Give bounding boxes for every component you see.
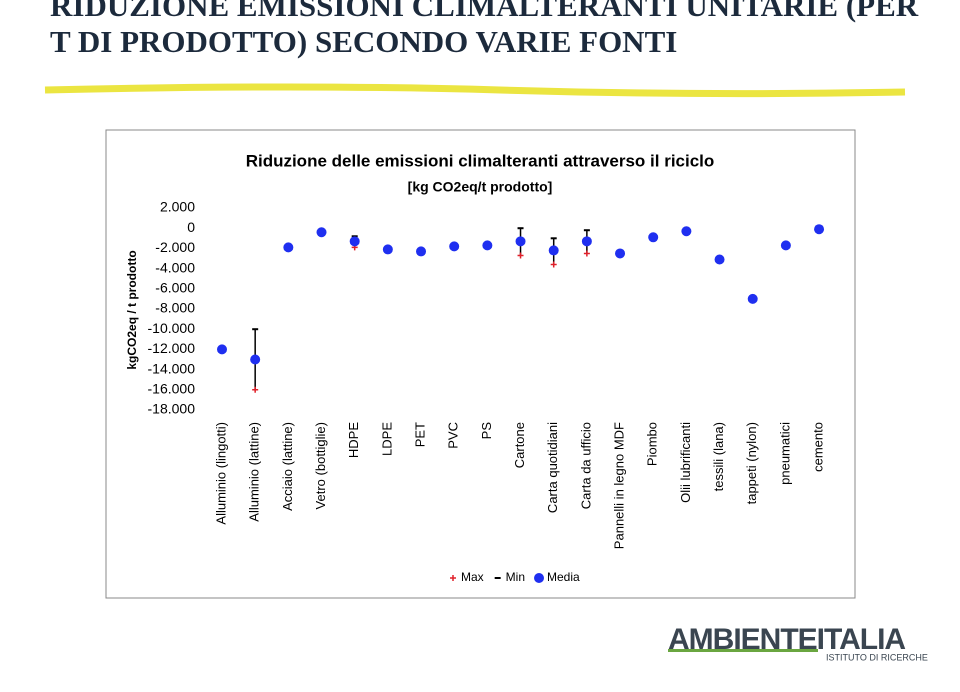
mean-marker — [515, 236, 526, 247]
x-tick-label: PVC — [446, 422, 461, 449]
x-tick-label: LDPE — [379, 422, 394, 456]
max-marker — [252, 386, 259, 393]
legend-label: Max — [461, 570, 484, 584]
chart-subtitle: [kg CO2eq/t prodotto] — [408, 179, 553, 195]
mean-marker — [382, 244, 393, 255]
x-tick-label: Pannelli in legno MDF — [611, 422, 626, 549]
mean-marker — [747, 293, 758, 304]
y-tick-label: 2.000 — [160, 199, 195, 215]
mean-marker — [349, 236, 360, 247]
mean-marker — [482, 240, 493, 251]
y-tick-label: -2.000 — [155, 239, 195, 255]
y-tick-label: -10.000 — [148, 320, 196, 336]
mean-marker — [283, 242, 294, 253]
logo-subtitle: ISTITUTO DI RICERCHE — [826, 652, 928, 662]
x-tick-label: tappeti (nylon) — [744, 422, 759, 504]
mean-marker — [714, 254, 725, 265]
chart-frame — [105, 129, 856, 599]
mean-marker — [316, 227, 327, 238]
mean-marker — [681, 226, 692, 237]
legend-symbol — [450, 575, 456, 581]
mean-marker — [250, 354, 261, 365]
mean-marker — [581, 236, 592, 247]
x-tick-label: Vetro (bottiglie) — [313, 422, 328, 509]
slide-title: RIDUZIONE EMISSIONI CLIMALTERANTI UNITAR… — [50, 0, 919, 59]
x-tick-label: Piombo — [645, 422, 660, 466]
x-tick-label: Olii lubrificanti — [678, 422, 693, 503]
mean-marker — [780, 240, 791, 251]
y-axis-label: kgCO2eq / t prodotto — [125, 250, 139, 369]
y-tick-label: -8.000 — [155, 300, 195, 316]
x-tick-label: Alluminio (lingotti) — [213, 422, 228, 525]
mean-marker — [648, 232, 659, 243]
x-tick-label: HDPE — [346, 422, 361, 458]
y-tick-label: -18.000 — [148, 401, 196, 417]
mean-marker — [814, 224, 825, 235]
title-box: RIDUZIONE EMISSIONI CLIMALTERANTI UNITAR… — [50, 0, 919, 59]
max-marker — [517, 252, 524, 259]
y-tick-label: -14.000 — [148, 360, 196, 376]
max-marker — [583, 250, 590, 257]
x-tick-label: cemento — [810, 422, 825, 472]
y-tick-label: -4.000 — [155, 259, 195, 275]
legend-label: Min — [506, 570, 525, 584]
y-tick-label: -16.000 — [148, 381, 196, 397]
chart-title: Riduzione delle emissioni climalteranti … — [246, 151, 715, 170]
x-tick-label: pneumatici — [777, 422, 792, 485]
x-tick-label: Cartone — [512, 422, 527, 468]
x-tick-label: PS — [479, 422, 494, 440]
highlight — [44, 83, 906, 98]
mean-marker — [217, 344, 227, 355]
x-tick-label: Acciaio (lattine) — [280, 422, 295, 511]
y-tick-label: 0 — [187, 219, 195, 235]
x-tick-label: Alluminio (lattine) — [247, 422, 262, 522]
legend-symbol — [534, 573, 545, 583]
legend-label: Media — [547, 570, 580, 584]
mean-marker — [615, 248, 626, 259]
mean-marker — [548, 245, 559, 256]
x-tick-label: PET — [412, 422, 427, 447]
x-tick-label: Carta da ufficio — [578, 422, 593, 509]
mean-marker — [416, 246, 427, 257]
x-tick-label: tessili (lana) — [711, 422, 726, 491]
y-tick-label: -6.000 — [155, 280, 195, 296]
y-tick-label: -12.000 — [148, 340, 196, 356]
max-marker — [550, 261, 557, 268]
logo-bar — [668, 649, 818, 652]
x-tick-label: Carta quotidiani — [545, 422, 560, 513]
mean-marker — [449, 241, 460, 252]
